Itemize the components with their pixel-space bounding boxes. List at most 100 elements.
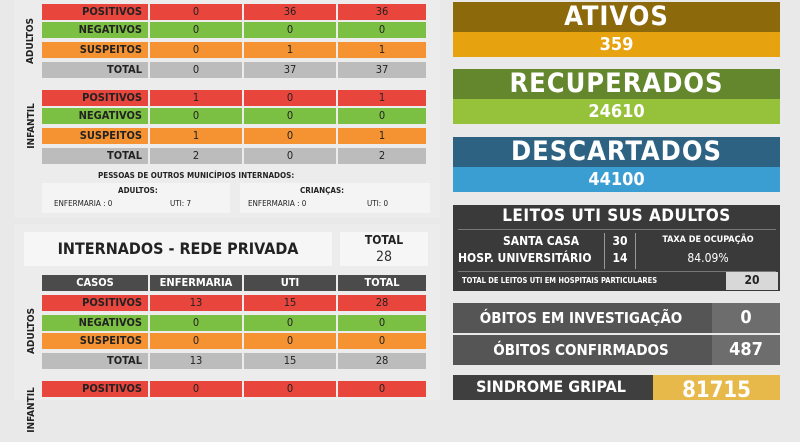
enfermaria-value: 1 (150, 128, 242, 144)
taxa-ocupacao-value: 84.09% (687, 251, 729, 265)
row-label: TOTAL (42, 62, 148, 78)
public-infantil-row-positivos: POSITIVOS 1 0 1 (42, 90, 426, 106)
obitos-investigacao-value: 0 (740, 307, 752, 328)
uti-value: 0 (244, 128, 336, 144)
outros-criancas-label: CRIANÇAS: (300, 186, 345, 195)
outros-municipios-title: PESSOAS DE OUTROS MUNICÍPIOS INTERNADOS: (98, 171, 295, 180)
uti-value: 0 (244, 148, 336, 164)
taxa-ocupacao-label: TAXA DE OCUPAÇÃO (662, 235, 754, 245)
leitos-bottom-rule (458, 271, 776, 272)
enfermaria-value: 13 (150, 353, 242, 369)
recuperados-title-bar (453, 69, 780, 99)
total-value: 1 (338, 90, 426, 106)
private-title: INTERNADOS - REDE PRIVADA (57, 239, 299, 258)
leitos-particulares-value: 20 (744, 273, 760, 287)
private-infantil-row-positivos: POSITIVOS 0 0 0 (42, 381, 426, 397)
sindrome-label: SINDROME GRIPAL (476, 377, 626, 396)
enfermaria-value: 0 (150, 62, 242, 78)
enfermaria-value: 0 (150, 42, 242, 58)
enfermaria-value: 0 (150, 4, 242, 20)
total-value: 2 (338, 148, 426, 164)
private-header-row: CASOS ENFERMARIA UTI TOTAL (42, 275, 426, 291)
leitos-title: LEITOS UTI SUS ADULTOS (502, 206, 731, 226)
enfermaria-value: 0 (150, 381, 242, 397)
private-total-label: TOTAL (364, 233, 404, 247)
row-label: POSITIVOS (42, 90, 148, 106)
row-label: POSITIVOS (42, 381, 148, 397)
leitos-divider-2 (635, 233, 636, 269)
total-value: 1 (338, 128, 426, 144)
descartados-value-bar (453, 167, 780, 192)
outros-criancas-uti: UTI: 0 (367, 199, 389, 208)
leitos-particulares-box (726, 272, 778, 290)
enfermaria-value: 0 (150, 108, 242, 124)
leitos-divider-1 (604, 233, 605, 269)
header-enfermaria: ENFERMARIA (150, 275, 242, 291)
row-label: TOTAL (42, 353, 148, 369)
uti-value: 0 (244, 22, 336, 38)
uti-value: 36 (244, 4, 336, 20)
adultos-label: ADULTOS (26, 307, 37, 355)
ativos-value: 359 (599, 34, 634, 55)
total-value: 28 (338, 295, 426, 311)
outros-criancas-enfermaria: ENFERMARIA : 0 (248, 199, 307, 208)
total-value: 36 (338, 4, 426, 20)
uti-value: 0 (244, 315, 336, 331)
row-label: POSITIVOS (42, 295, 148, 311)
obitos-investigacao-value-box (712, 303, 780, 333)
row-label: SUSPEITOS (42, 42, 148, 58)
total-value: 1 (338, 42, 426, 58)
row-label: NEGATIVOS (42, 108, 148, 124)
private-adultos-row-positivos: POSITIVOS 13 15 28 (42, 295, 426, 311)
obitos-confirmados-value: 487 (729, 339, 763, 360)
outros-adultos-label: ADULTOS: (118, 186, 158, 195)
enfermaria-value: 1 (150, 90, 242, 106)
total-value: 0 (338, 22, 426, 38)
total-value: 0 (338, 381, 426, 397)
outros-adultos-enfermaria: ENFERMARIA : 0 (54, 199, 113, 208)
row-label: SUSPEITOS (42, 333, 148, 349)
private-title-box (24, 232, 332, 266)
row-label: POSITIVOS (42, 4, 148, 20)
total-value: 0 (338, 333, 426, 349)
enfermaria-value: 0 (150, 315, 242, 331)
obitos-investigacao-label: ÓBITOS EM INVESTIGAÇÃO (479, 309, 683, 327)
public-adultos-row-positivos: POSITIVOS 0 36 36 (42, 4, 426, 20)
header-uti: UTI (244, 275, 336, 291)
public-adultos-row-suspeitos: SUSPEITOS 0 1 1 (42, 42, 426, 58)
private-adultos-row-total: TOTAL 13 15 28 (42, 353, 426, 369)
adultos-label: ADULTOS (25, 17, 36, 65)
uti-value: 15 (244, 295, 336, 311)
ativos-title-bar (453, 2, 780, 32)
recuperados-title: RECUPERADOS (509, 68, 724, 99)
outros-criancas-box (240, 183, 430, 213)
enfermaria-value: 0 (150, 333, 242, 349)
hosp-universitario-value: 14 (612, 251, 628, 265)
private-total-box (340, 232, 428, 266)
row-label: NEGATIVOS (42, 22, 148, 38)
outros-adultos-uti: UTI: 7 (170, 199, 192, 208)
uti-value: 0 (244, 90, 336, 106)
sindrome-value-box (653, 375, 780, 400)
header-total: TOTAL (338, 275, 426, 291)
uti-value: 0 (244, 108, 336, 124)
public-infantil-row-negativos: NEGATIVOS 0 0 0 (42, 108, 426, 124)
descartados-title: DESCARTADOS (511, 136, 722, 167)
total-value: 0 (338, 315, 426, 331)
leitos-title-rule (458, 229, 776, 230)
recuperados-value-bar (453, 99, 780, 124)
infantil-label: INFANTIL (26, 387, 37, 433)
public-adultos-row-total: TOTAL 0 37 37 (42, 62, 426, 78)
row-label: NEGATIVOS (42, 315, 148, 331)
hosp-universitario-label: HOSP. UNIVERSITÁRIO (458, 251, 592, 265)
uti-value: 15 (244, 353, 336, 369)
uti-value: 0 (244, 333, 336, 349)
total-value: 0 (338, 108, 426, 124)
santa-casa-value: 30 (612, 234, 628, 248)
uti-value: 1 (244, 42, 336, 58)
infantil-label: INFANTIL (26, 103, 37, 149)
total-value: 28 (338, 353, 426, 369)
outros-adultos-box (42, 183, 230, 213)
sindrome-value: 81715 (682, 378, 751, 403)
row-label: SUSPEITOS (42, 128, 148, 144)
